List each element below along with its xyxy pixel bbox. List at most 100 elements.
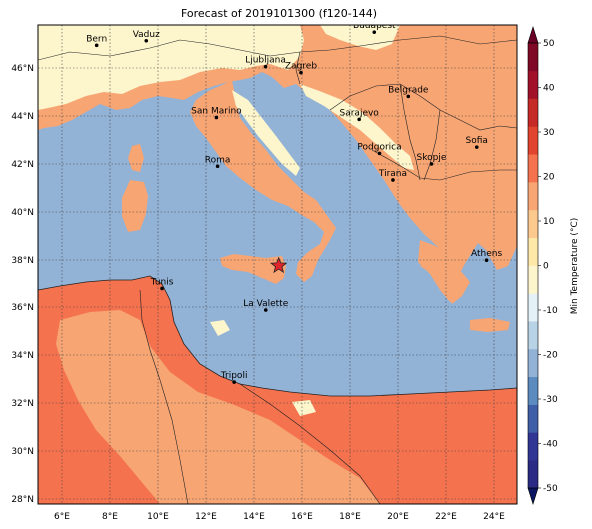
city-label: Vaduz: [133, 30, 160, 40]
y-tick-label: 40°N: [11, 208, 34, 218]
colorbar-tick-label: -40: [543, 440, 558, 450]
city-dot: [214, 115, 219, 120]
colorbar-segment: [528, 348, 538, 378]
city-dot: [263, 64, 268, 69]
city-dot: [406, 94, 411, 99]
graticule: [38, 25, 517, 504]
map-frame: [37, 24, 518, 505]
y-tick-label: 36°N: [11, 303, 34, 313]
y-tick-label: 44°N: [11, 112, 34, 122]
colorbar-segment: [528, 98, 538, 127]
city-label: Roma: [205, 155, 231, 165]
colorbar-segment: [528, 209, 538, 238]
y-axis-ticks: 28°N 30°N 32°N 34°N 36°N 38°N 40°N 42°N …: [11, 64, 34, 505]
x-tick-label: 20°E: [387, 512, 409, 522]
x-tick-label: 18°E: [339, 512, 361, 522]
y-tick-label: 34°N: [11, 351, 34, 361]
colorbar-segment: [528, 376, 538, 405]
x-tick-label: 6°E: [54, 512, 70, 522]
colorbar-tick-label: -20: [543, 351, 558, 361]
city-label: Tunis: [150, 277, 174, 287]
city-dot: [484, 258, 489, 262]
y-tick-label: 42°N: [11, 160, 34, 170]
city-dot: [94, 43, 99, 48]
land-italy: [190, 80, 336, 282]
colorbar-under-triangle: [527, 487, 539, 506]
city-label: Tirana: [378, 169, 407, 179]
x-tick-label: 22°E: [435, 512, 457, 522]
colorbar-tick-label: 20: [543, 173, 555, 183]
colorbar-segment: [528, 432, 538, 461]
city-dot: [215, 164, 220, 169]
colorbar-segment: [528, 321, 538, 350]
city-label: Zagreb: [285, 62, 317, 72]
y-tick-label: 38°N: [11, 256, 34, 266]
colorbar-tick-label: 30: [543, 128, 555, 138]
city-label: Athens: [471, 249, 502, 259]
country-borders: [38, 35, 517, 504]
colorbar-segment: [528, 265, 538, 294]
land-appennini-cold: [232, 90, 300, 176]
city-label: Ljubljana: [245, 56, 286, 66]
city-label: La Valette: [243, 299, 288, 309]
colorbar-segment: [528, 70, 538, 99]
land-corsica: [128, 144, 144, 172]
colorbar-tick-label: -50: [543, 484, 558, 494]
colorbar-segment: [528, 293, 538, 322]
city-label: Bern: [86, 34, 107, 44]
land-africa-cold-spots: [210, 320, 316, 416]
x-axis-ticks: 6°E 8°E 10°E 12°E 14°E 16°E 18°E 20°E 22…: [54, 512, 505, 522]
city-dot: [232, 380, 236, 384]
location-star-marker: [270, 256, 288, 274]
x-tick-label: 10°E: [147, 512, 169, 522]
land-carpathian-cold: [320, 25, 400, 50]
colorbar-label: Min Temperature (°C): [570, 218, 580, 315]
colorbar-segment: [528, 237, 538, 266]
x-tick-label: 16°E: [291, 512, 313, 522]
city-dot: [391, 178, 395, 182]
colorbar-tick-label: 40: [543, 84, 555, 94]
land-europe-mild: [38, 25, 517, 304]
colorbar: -50 -40 -30 -20 -10 0 10 20 30 40 50: [527, 25, 558, 506]
land-africa-mild: [56, 310, 380, 504]
city-dot: [263, 308, 268, 312]
colorbar-segment: [528, 460, 538, 489]
city-label: Tripoli: [220, 371, 248, 381]
x-tick-label: 12°E: [195, 512, 217, 522]
land-sicily: [220, 254, 286, 284]
city-label: Skopje: [417, 153, 447, 163]
city-label: Sofia: [466, 136, 488, 146]
city-label: Belgrade: [388, 85, 429, 95]
city-label: San Marino: [191, 106, 242, 116]
city-dot: [377, 151, 382, 156]
land-sardinia: [122, 180, 148, 232]
city-label: Sarajevo: [340, 108, 380, 118]
city-dot: [144, 39, 149, 43]
land-balkan-cold: [300, 84, 414, 170]
y-tick-label: 32°N: [11, 399, 34, 409]
land-alps-cold: [38, 25, 304, 110]
land-crete: [470, 318, 510, 332]
y-tick-label: 46°N: [11, 64, 34, 74]
colorbar-segment: [528, 43, 538, 72]
colorbar-tick-label: 10: [543, 217, 555, 227]
city-dot: [474, 145, 479, 149]
colorbar-segment: [528, 404, 538, 433]
land-greece-south: [418, 240, 470, 302]
city-dot: [299, 70, 303, 75]
y-tick-label: 28°N: [11, 495, 34, 505]
city-label: Podgorica: [357, 142, 401, 152]
y-tick-label: 30°N: [11, 447, 34, 457]
x-tick-label: 14°E: [243, 512, 265, 522]
city-dot: [160, 286, 164, 291]
x-tick-label: 8°E: [102, 512, 118, 522]
colorbar-segment: [528, 182, 538, 211]
city-dot: [357, 117, 361, 122]
x-tick-label: 24°E: [483, 512, 505, 522]
city-dot: [372, 30, 377, 34]
colorbar-segment: [528, 154, 538, 183]
colorbar-tick-label: -10: [543, 306, 558, 316]
